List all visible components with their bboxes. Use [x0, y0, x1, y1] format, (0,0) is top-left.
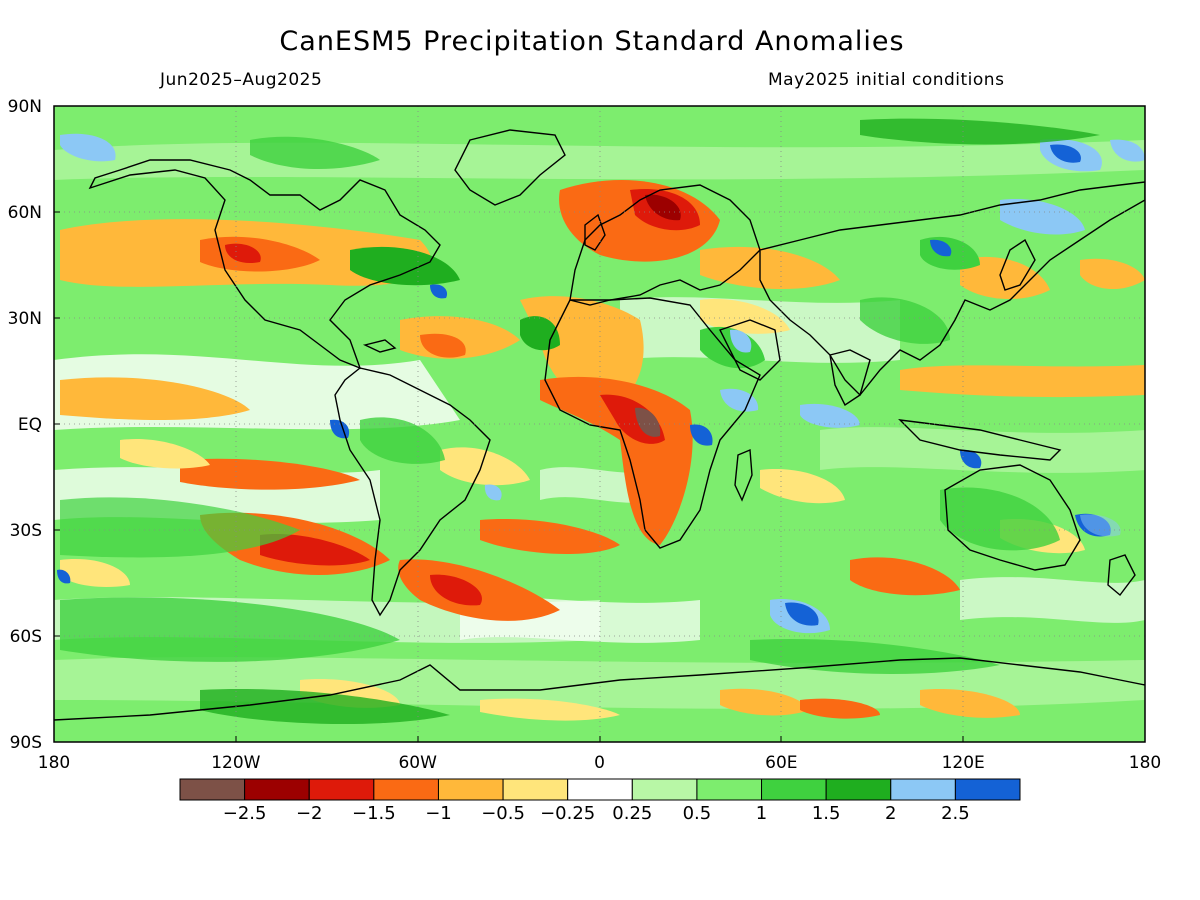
colorbar-label: 2.5	[941, 803, 970, 824]
colorbar	[179, 778, 1021, 801]
lon-label: 0	[594, 753, 605, 773]
colorbar-swatch	[567, 778, 633, 801]
lon-label: 180	[1129, 753, 1161, 773]
lat-label: 90S	[10, 733, 42, 753]
greenland-coast	[454, 129, 566, 206]
forecast-period: Jun2025–Aug2025	[160, 70, 323, 90]
colorbar-label: −1	[425, 803, 452, 824]
initial-conditions: May2025 initial conditions	[768, 70, 1005, 90]
colorbar-swatch	[179, 778, 246, 801]
colorbar-swatch	[502, 778, 569, 801]
asia-coast	[759, 181, 1145, 397]
indonesia-coast	[898, 419, 1062, 461]
colorbar-label: 1.5	[812, 803, 841, 824]
colorbar-swatch	[954, 778, 1021, 801]
colorbar-swatch	[761, 778, 827, 801]
colorbar-label: −2.5	[223, 803, 267, 824]
colorbar-swatch	[890, 778, 956, 801]
uk-coast	[584, 213, 606, 251]
europe-coast	[569, 184, 761, 306]
lat-label: 30S	[10, 521, 42, 541]
lon-label: 120W	[211, 753, 260, 773]
colorbar-label: −0.25	[540, 803, 595, 824]
colorbar-swatch	[631, 778, 698, 801]
colorbar-label: 0.25	[612, 803, 652, 824]
colorbar-swatch	[308, 778, 375, 801]
lon-label: 60E	[765, 753, 797, 773]
colorbar-swatch	[437, 778, 504, 801]
south-america-coast	[334, 367, 491, 617]
australia-coast	[944, 464, 1081, 571]
caribbean-coast	[362, 339, 397, 353]
lat-label: 90N	[8, 97, 42, 117]
lon-label: 120E	[942, 753, 985, 773]
north-america-coast	[88, 159, 441, 370]
colorbar-swatch	[244, 778, 310, 801]
madagascar-coast	[734, 448, 753, 502]
colorbar-label: −0.5	[481, 803, 525, 824]
antarctica-coast	[54, 657, 1145, 721]
colorbar-label: −1.5	[352, 803, 396, 824]
dry-anomalies	[60, 180, 1145, 721]
lat-label: 60S	[10, 627, 42, 647]
colorbar-label: −2	[296, 803, 323, 824]
new-zealand-coast	[1107, 554, 1136, 597]
gridlines	[54, 106, 1145, 742]
axis-ticks	[54, 211, 964, 742]
colorbar-swatch	[825, 778, 892, 801]
precip-anomaly-field	[54, 106, 1145, 742]
colorbar-label: 1	[756, 803, 767, 824]
latitude-labels: 90N 60N 30N EQ 30S 60S 90S	[8, 97, 42, 753]
colorbar-label: 0.5	[683, 803, 712, 824]
lon-label: 60W	[398, 753, 437, 773]
arabia-coast	[719, 319, 781, 381]
japan-coast	[999, 238, 1036, 291]
colorbar-labels: −2.5 −2 −1.5 −1 −0.5 −0.25 0.25 0.5 1 1.5 2 2.5	[223, 803, 970, 824]
colorbar-swatch	[696, 778, 763, 801]
lat-label: 30N	[8, 309, 42, 329]
lat-label: 60N	[8, 203, 42, 223]
wet-anomalies	[57, 118, 1145, 725]
lat-label: EQ	[18, 415, 42, 435]
africa-coast	[544, 297, 761, 549]
colorbar-label: 2	[885, 803, 896, 824]
map-title: CanESM5 Precipitation Standard Anomalies	[279, 26, 905, 57]
longitude-labels: 180 120W 60W 0 60E 120E 180	[38, 753, 1161, 773]
india-coast	[829, 349, 871, 407]
colorbar-swatch	[373, 778, 439, 801]
lon-label: 180	[38, 753, 70, 773]
coastlines	[54, 129, 1145, 721]
